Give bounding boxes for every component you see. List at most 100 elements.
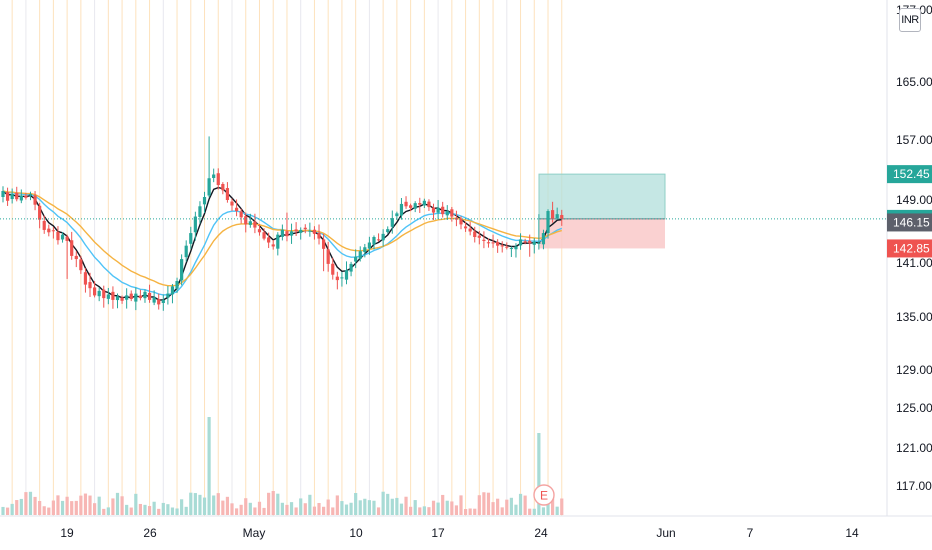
profit-zone[interactable] (538, 173, 666, 220)
candle[interactable] (19, 189, 23, 204)
candle[interactable] (344, 261, 349, 285)
candle[interactable] (129, 290, 133, 302)
candle[interactable] (10, 188, 14, 204)
candle[interactable] (88, 272, 92, 297)
candle[interactable] (97, 287, 101, 302)
candle[interactable] (216, 168, 220, 190)
candle[interactable] (509, 246, 513, 257)
candle[interactable] (221, 182, 225, 195)
candle[interactable] (294, 222, 298, 236)
candle[interactable] (546, 209, 550, 239)
candle[interactable] (189, 226, 193, 249)
candle[interactable] (79, 255, 83, 274)
candle[interactable] (276, 232, 280, 256)
candle[interactable] (376, 233, 381, 242)
candle[interactable] (335, 271, 339, 290)
candle[interactable] (15, 186, 19, 202)
candle[interactable] (349, 261, 353, 277)
candle[interactable] (514, 243, 518, 258)
candle[interactable] (147, 284, 152, 303)
price-badge[interactable]: 152.45 (887, 165, 932, 184)
candle[interactable] (404, 196, 408, 209)
candle[interactable] (24, 192, 28, 200)
price-badge[interactable]: 146.15 (887, 213, 932, 232)
candle[interactable] (28, 191, 33, 201)
long-position-tool[interactable] (538, 173, 666, 249)
candle[interactable] (138, 289, 142, 301)
candle[interactable] (445, 205, 449, 220)
price-axis[interactable]: 117.00 121.00 125.00 129.00 135.00 141.00 149.… (886, 0, 932, 516)
candle[interactable] (496, 239, 500, 253)
candle[interactable] (322, 233, 326, 272)
candle[interactable] (198, 201, 202, 224)
candle[interactable] (372, 235, 376, 250)
candle[interactable] (38, 202, 42, 229)
candle[interactable] (459, 216, 463, 230)
candle[interactable] (93, 281, 97, 298)
earnings-event-marker[interactable]: E (533, 484, 555, 506)
candle[interactable] (239, 208, 243, 224)
candle[interactable] (271, 239, 275, 250)
candle[interactable] (134, 287, 138, 311)
candle[interactable] (257, 224, 262, 236)
candle[interactable] (555, 207, 559, 220)
candle[interactable] (537, 214, 541, 250)
candle[interactable] (518, 233, 523, 250)
candle[interactable] (83, 268, 88, 293)
candle[interactable] (193, 211, 197, 241)
candles[interactable] (1, 136, 564, 311)
candle[interactable] (477, 231, 481, 245)
candle[interactable] (166, 285, 170, 305)
time-axis[interactable]: 19 26 May 10 17 24 Jun 7 14 (0, 515, 932, 540)
candle[interactable] (202, 191, 207, 213)
candle[interactable] (427, 199, 431, 211)
candle[interactable] (234, 199, 239, 217)
candle[interactable] (70, 231, 74, 260)
candle[interactable] (312, 226, 317, 240)
candle[interactable] (482, 231, 486, 249)
candle[interactable] (399, 197, 404, 220)
candle[interactable] (60, 232, 65, 243)
candle[interactable] (500, 241, 504, 253)
candle[interactable] (5, 187, 10, 206)
candle[interactable] (42, 215, 46, 234)
candle[interactable] (331, 257, 335, 280)
candle[interactable] (102, 285, 106, 308)
candle[interactable] (303, 224, 307, 234)
candle[interactable] (340, 271, 344, 287)
candle[interactable] (326, 241, 330, 272)
candle[interactable] (367, 236, 371, 255)
candle[interactable] (308, 222, 312, 237)
candle[interactable] (115, 293, 120, 309)
candle[interactable] (65, 234, 69, 279)
candle[interactable] (436, 199, 440, 219)
candle[interactable] (212, 168, 216, 183)
currency-label[interactable]: INR (899, 8, 921, 32)
candle[interactable] (390, 210, 394, 234)
candle[interactable] (280, 224, 284, 241)
candle[interactable] (253, 213, 257, 234)
candle[interactable] (47, 224, 51, 237)
candle[interactable] (33, 191, 37, 211)
candle[interactable] (409, 203, 413, 212)
candle[interactable] (152, 290, 156, 306)
candle[interactable] (161, 294, 165, 311)
candle[interactable] (381, 229, 385, 247)
candle[interactable] (299, 227, 303, 240)
candle[interactable] (431, 203, 436, 220)
candle[interactable] (358, 246, 362, 262)
candle[interactable] (422, 198, 426, 209)
candle[interactable] (528, 234, 532, 257)
candle[interactable] (491, 234, 495, 248)
candle[interactable] (125, 288, 129, 309)
candle[interactable] (450, 206, 454, 222)
candle[interactable] (532, 238, 536, 254)
candle[interactable] (473, 226, 477, 243)
candle[interactable] (505, 242, 509, 250)
candle[interactable] (244, 212, 248, 233)
candle[interactable] (289, 223, 294, 244)
candle[interactable] (386, 226, 390, 234)
candle[interactable] (157, 293, 161, 310)
candle[interactable] (180, 254, 184, 286)
